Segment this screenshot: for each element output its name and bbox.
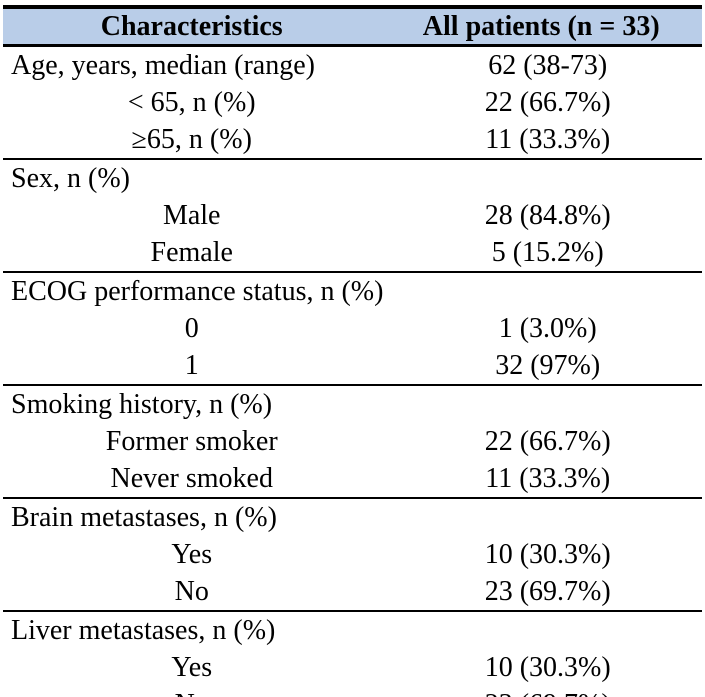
row-brain-yes: Yes 10 (30.3%) [3, 536, 702, 573]
characteristic-cell: 0 [184, 313, 199, 344]
characteristic-cell: Age, years, median (range) [11, 50, 315, 81]
value-cell: 28 (84.8%) [484, 200, 611, 231]
row-ecog-1: 1 32 (97%) [3, 347, 702, 386]
characteristic-cell: No [3, 573, 381, 612]
characteristic-cell: Smoking history, n (%) [11, 389, 273, 420]
row-liver-no: No 23 (69.7%) [3, 686, 702, 697]
row-brain-no: No 23 (69.7%) [3, 573, 702, 612]
characteristic-cell: ≥65, n (%) [3, 121, 381, 160]
table-header: Characteristics All patients (n = 33) [3, 5, 702, 47]
value-cell [380, 272, 702, 310]
row-sex-male: Male 28 (84.8%) [3, 197, 702, 234]
value-cell: 62 (38-73) [488, 50, 608, 81]
value-cell [380, 498, 702, 536]
characteristic-cell: Former smoker [105, 426, 278, 457]
value-cell: 22 (66.7%) [484, 426, 611, 457]
table-body: Age, years, median (range) 62 (38-73) < … [3, 46, 702, 697]
row-age-ge65: ≥65, n (%) 11 (33.3%) [3, 121, 702, 160]
header-characteristics: Characteristics [3, 5, 381, 47]
row-never-smoked: Never smoked 11 (33.3%) [3, 460, 702, 499]
row-age-lt65: < 65, n (%) 22 (66.7%) [3, 84, 702, 121]
value-cell: 10 (30.3%) [484, 539, 611, 570]
characteristic-cell: ECOG performance status, n (%) [11, 276, 384, 307]
characteristic-cell: Yes [171, 539, 213, 570]
value-cell: 23 (69.7%) [380, 686, 702, 697]
characteristic-cell: Never smoked [3, 460, 381, 499]
value-cell [380, 611, 702, 649]
row-sex-female: Female 5 (15.2%) [3, 234, 702, 273]
row-liver-metastases: Liver metastases, n (%) [3, 611, 702, 649]
row-brain-metastases: Brain metastases, n (%) [3, 498, 702, 536]
characteristic-cell: Liver metastases, n (%) [11, 615, 276, 646]
value-cell [380, 385, 702, 423]
value-cell: 5 (15.2%) [380, 234, 702, 273]
row-liver-yes: Yes 10 (30.3%) [3, 649, 702, 686]
row-age-median: Age, years, median (range) 62 (38-73) [3, 46, 702, 85]
value-cell: 23 (69.7%) [380, 573, 702, 612]
row-ecog-0: 0 1 (3.0%) [3, 310, 702, 347]
characteristic-cell: Male [162, 200, 221, 231]
value-cell: 1 (3.0%) [498, 313, 597, 344]
value-cell: 11 (33.3%) [380, 121, 702, 160]
row-ecog-status: ECOG performance status, n (%) [3, 272, 702, 310]
patient-characteristics-table: Characteristics All patients (n = 33) Ag… [3, 5, 702, 697]
value-cell [380, 159, 702, 197]
characteristic-cell: < 65, n (%) [127, 87, 256, 118]
value-cell: 32 (97%) [380, 347, 702, 386]
characteristic-cell: Female [3, 234, 381, 273]
characteristic-cell: Brain metastases, n (%) [11, 502, 277, 533]
characteristic-cell: No [3, 686, 381, 697]
header-row: Characteristics All patients (n = 33) [3, 5, 702, 47]
header-all-patients: All patients (n = 33) [380, 5, 702, 47]
row-former-smoker: Former smoker 22 (66.7%) [3, 423, 702, 460]
row-sex: Sex, n (%) [3, 159, 702, 197]
value-cell: 22 (66.7%) [484, 87, 611, 118]
characteristic-cell: Sex, n (%) [11, 163, 130, 194]
row-smoking-history: Smoking history, n (%) [3, 385, 702, 423]
characteristic-cell: 1 [3, 347, 381, 386]
value-cell: 10 (30.3%) [484, 652, 611, 683]
value-cell: 11 (33.3%) [380, 460, 702, 499]
characteristic-cell: Yes [171, 652, 213, 683]
